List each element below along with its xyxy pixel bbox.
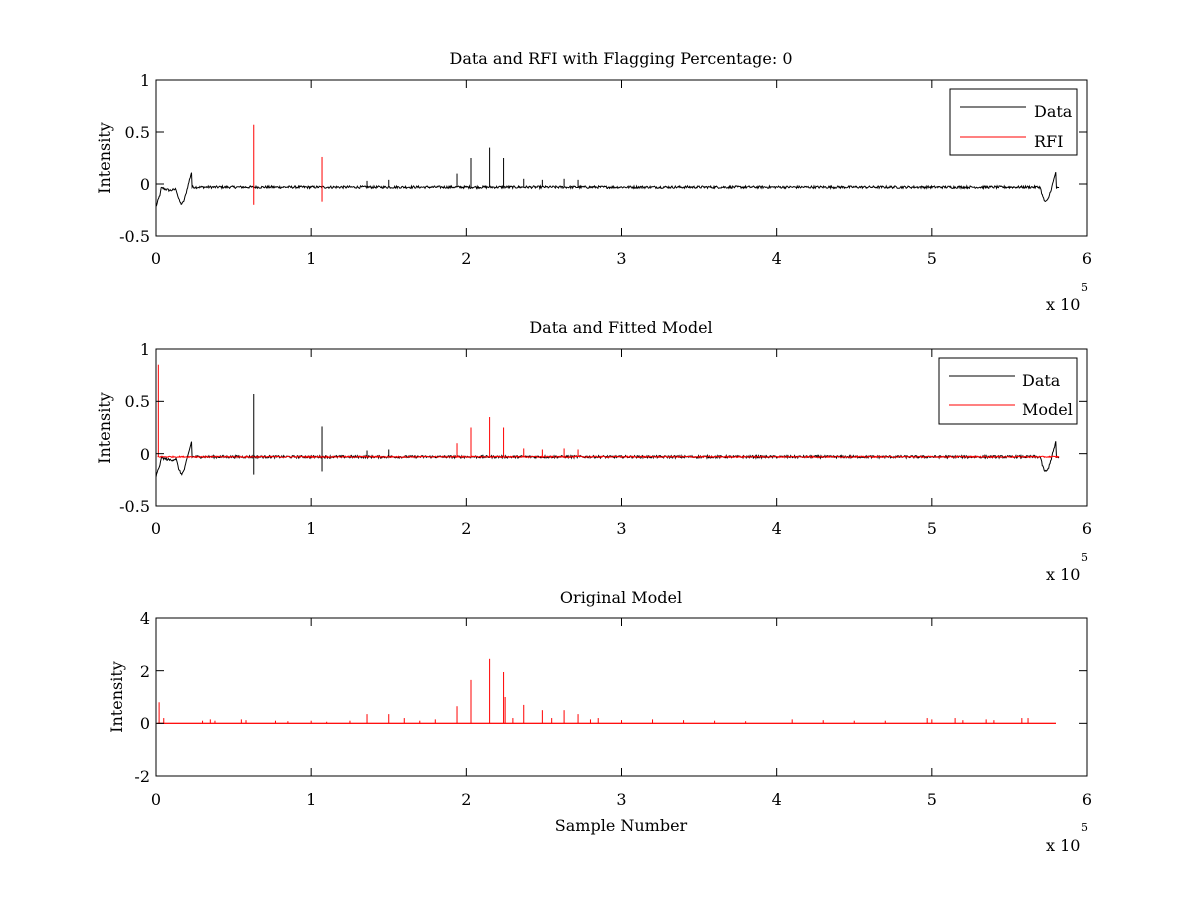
- legend-label-model: Model: [1022, 400, 1073, 419]
- series-trace: [157, 455, 1060, 459]
- x-tick-label: 1: [306, 249, 316, 268]
- y-tick-label: 0: [140, 175, 150, 194]
- x-tick-label: 6: [1082, 249, 1092, 268]
- y-axis-label: Intensity: [95, 392, 114, 464]
- plot-lines: [155, 124, 1060, 207]
- tick-marks: [155, 348, 1088, 507]
- y-axis-label: Intensity: [107, 661, 126, 733]
- x-tick-label: 3: [616, 249, 626, 268]
- x-tick-labels: 0 1 2 3 4 5 6: [151, 790, 1092, 809]
- x-tick-label: 2: [461, 790, 471, 809]
- y-tick-label: -2: [134, 767, 150, 786]
- x-multiplier: x 10: [1046, 836, 1080, 855]
- x-tick-label: 0: [151, 249, 161, 268]
- y-tick-label: -0.5: [119, 227, 150, 246]
- y-tick-label: 2: [140, 662, 150, 681]
- legend-box: [938, 357, 1078, 425]
- y-tick-labels: 4 2 0 -2: [134, 609, 150, 786]
- subplot-2: Data and Fitted Model Intensity 0 1 2 3 …: [95, 318, 1092, 584]
- x-tick-label: 4: [772, 790, 782, 809]
- subplot-title: Data and Fitted Model: [529, 318, 712, 337]
- y-tick-label: 0: [140, 714, 150, 733]
- x-multiplier-exponent: 5: [1081, 821, 1088, 834]
- legend: Data RFI: [949, 88, 1078, 156]
- y-tick-label: 0.5: [125, 123, 150, 142]
- x-multiplier: x 10: [1046, 295, 1080, 314]
- subplot-title: Data and RFI with Flagging Percentage: 0: [449, 49, 792, 68]
- x-tick-labels: 0 1 2 3 4 5 6: [151, 519, 1092, 538]
- plot-lines: [155, 364, 1060, 478]
- x-tick-label: 1: [306, 519, 316, 538]
- series-trace: [155, 171, 1060, 207]
- x-tick-label: 6: [1082, 519, 1092, 538]
- legend-label-rfi: RFI: [1034, 132, 1063, 151]
- x-tick-label: 1: [306, 790, 316, 809]
- subplot-1: Data and RFI with Flagging Percentage: 0…: [95, 49, 1092, 314]
- y-tick-label: 0: [140, 445, 150, 464]
- x-tick-label: 3: [616, 519, 626, 538]
- y-tick-label: 0.5: [125, 392, 150, 411]
- series-model: [157, 364, 1060, 459]
- x-multiplier-exponent: 5: [1081, 551, 1088, 564]
- x-tick-label: 5: [927, 249, 937, 268]
- x-tick-labels: 0 1 2 3 4 5 6: [151, 249, 1092, 268]
- x-tick-label: 6: [1082, 790, 1092, 809]
- x-axis-label: Sample Number: [555, 816, 688, 835]
- legend: Data Model: [938, 357, 1078, 425]
- legend-label-data: Data: [1022, 371, 1061, 390]
- x-tick-label: 5: [927, 519, 937, 538]
- y-tick-labels: 1 0.5 0 -0.5: [119, 71, 150, 246]
- subplot-3: Original Model Intensity 0 1 2 3 4 5 6 4…: [107, 588, 1092, 855]
- x-tick-label: 2: [461, 249, 471, 268]
- x-multiplier: x 10: [1046, 565, 1080, 584]
- tick-marks: [155, 79, 1088, 237]
- y-tick-labels: 1 0.5 0 -0.5: [119, 340, 150, 516]
- tick-marks: [155, 617, 1088, 777]
- x-tick-label: 4: [772, 249, 782, 268]
- plot-lines: [156, 658, 1056, 724]
- series-data: [155, 147, 1060, 207]
- y-tick-label: 4: [140, 609, 150, 628]
- x-tick-label: 0: [151, 790, 161, 809]
- x-tick-label: 5: [927, 790, 937, 809]
- y-tick-label: 1: [140, 71, 150, 90]
- series-original-model: [156, 658, 1056, 724]
- x-tick-label: 3: [616, 790, 626, 809]
- y-axis-label: Intensity: [95, 122, 114, 194]
- x-tick-label: 4: [772, 519, 782, 538]
- series-rfi: [253, 124, 323, 205]
- x-multiplier-exponent: 5: [1081, 281, 1088, 294]
- x-tick-label: 0: [151, 519, 161, 538]
- x-tick-label: 2: [461, 519, 471, 538]
- y-tick-label: 1: [140, 340, 150, 359]
- legend-label-data: Data: [1034, 102, 1073, 121]
- subplot-title: Original Model: [560, 588, 682, 607]
- y-tick-label: -0.5: [119, 497, 150, 516]
- legend-box: [949, 88, 1078, 156]
